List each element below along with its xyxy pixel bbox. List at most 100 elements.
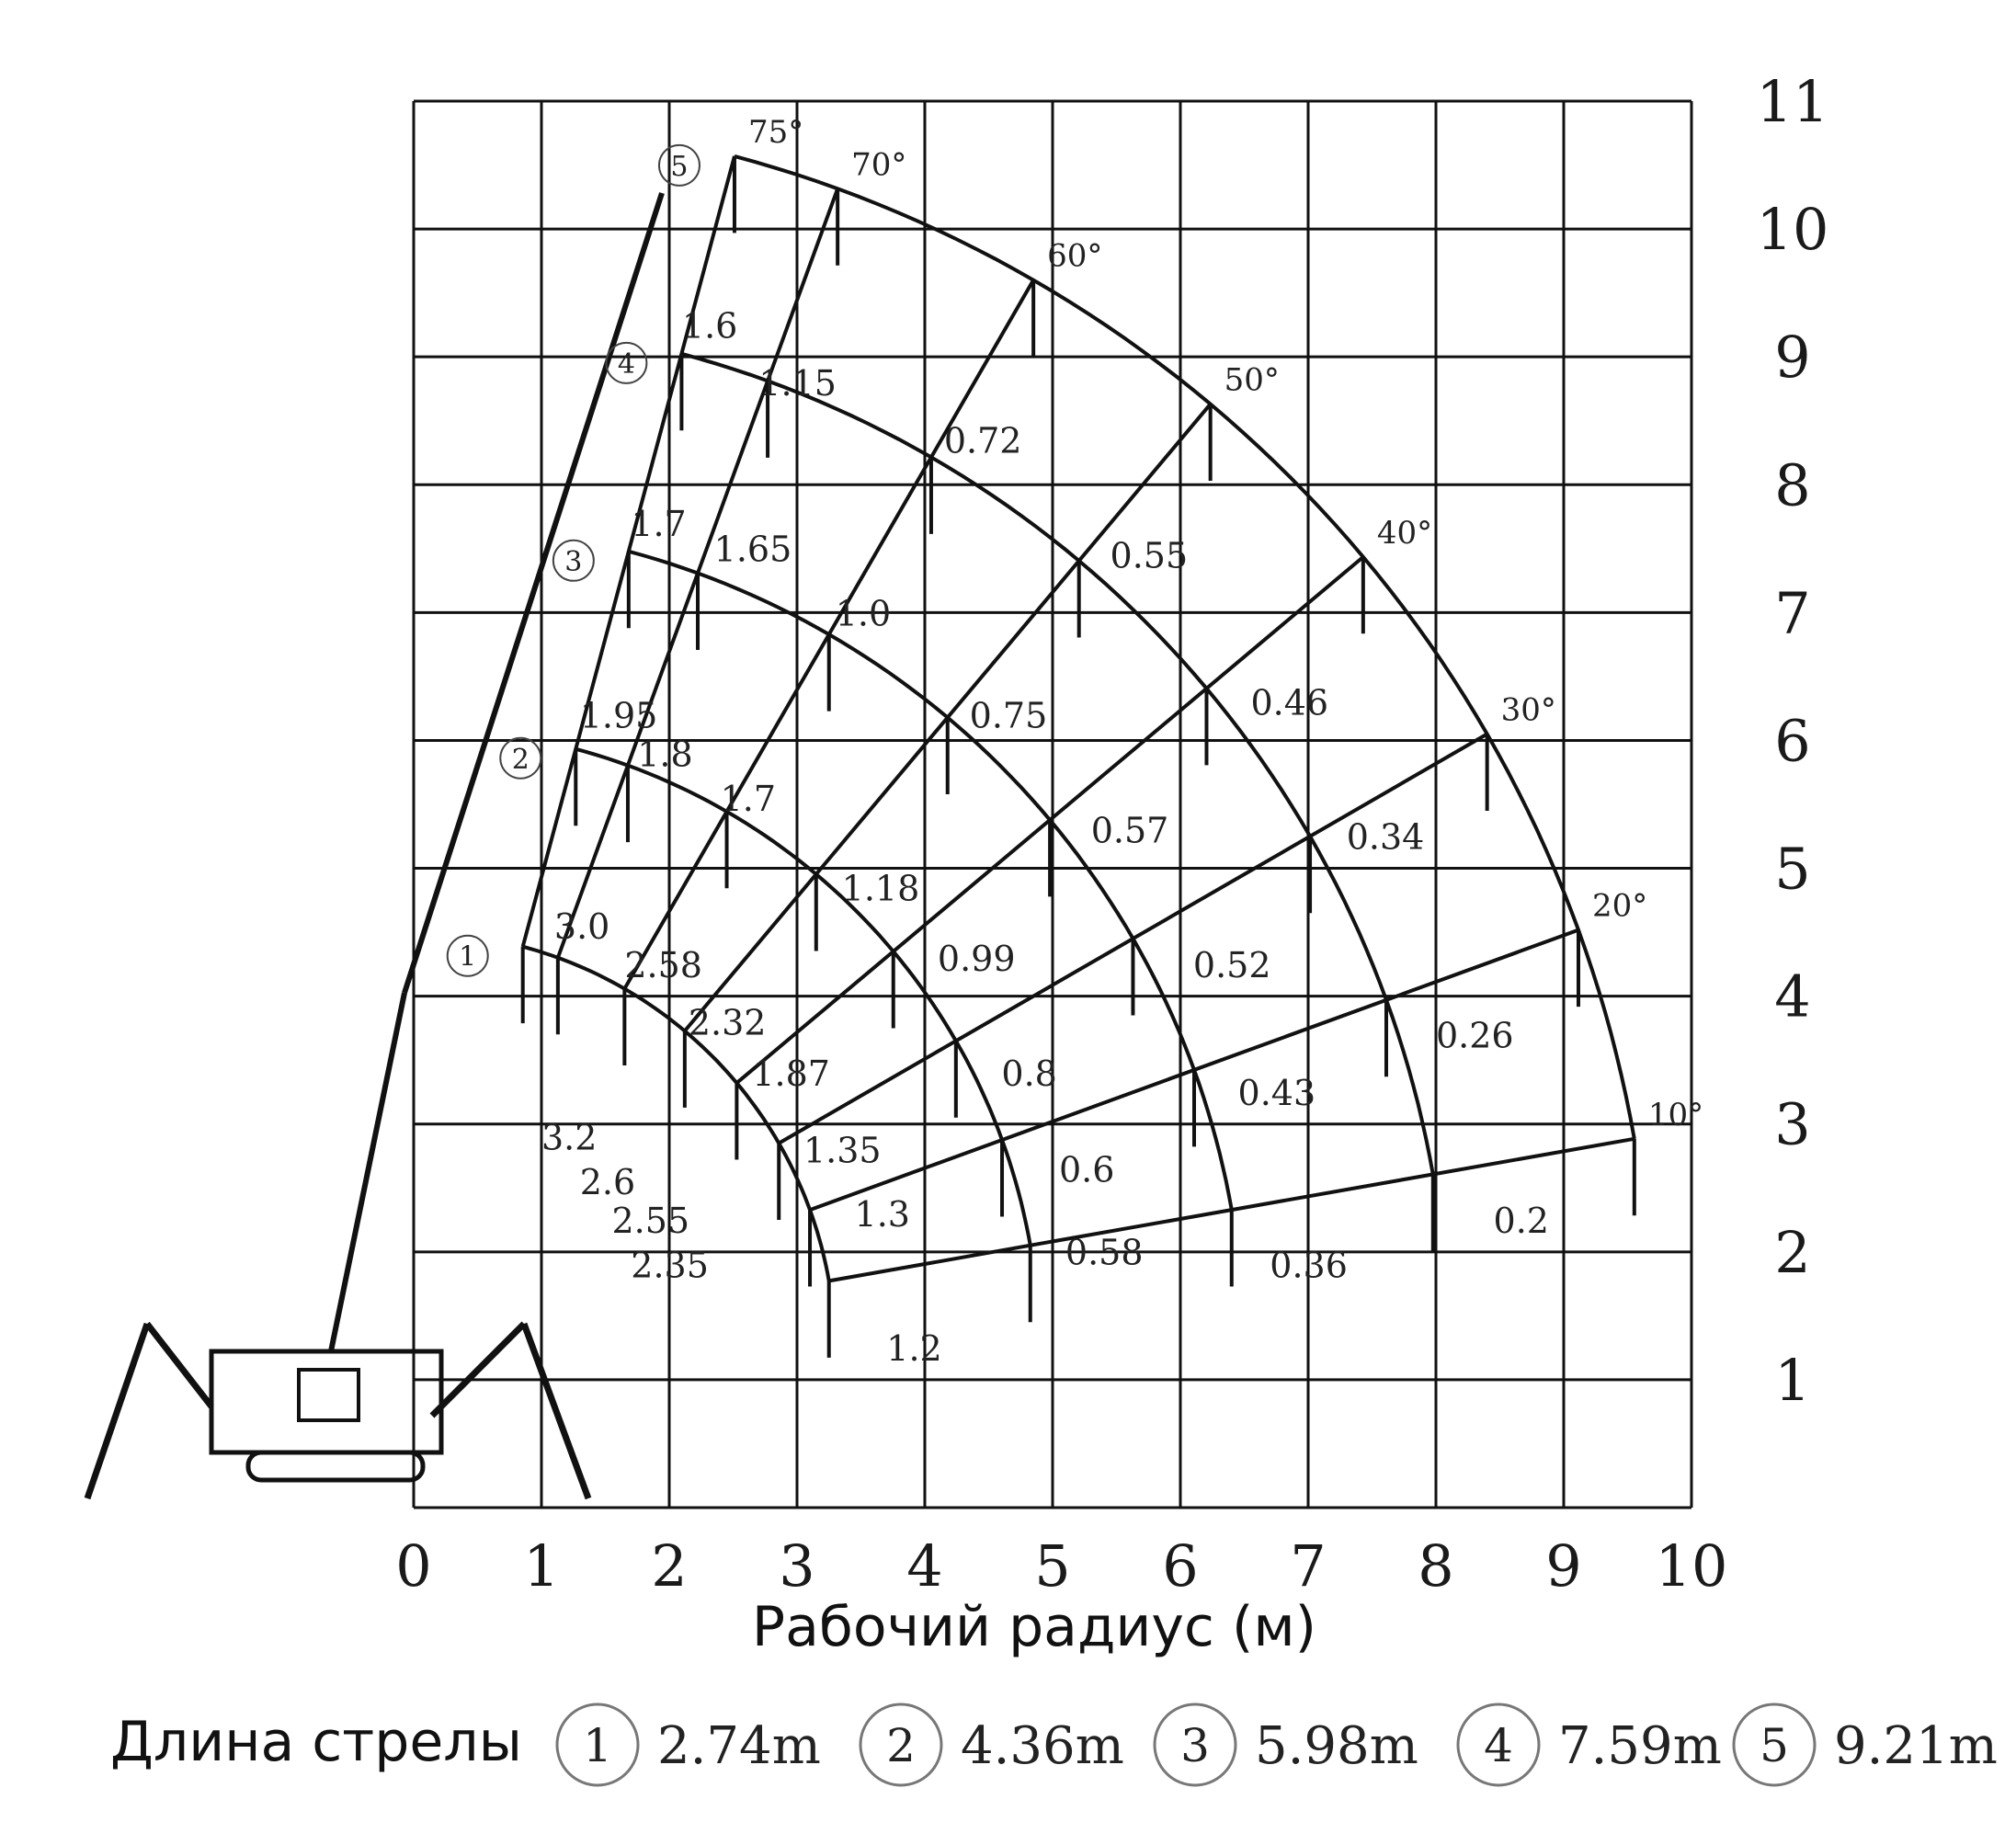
section-marker (657, 143, 700, 187)
x-axis-title: Рабочий радиус (м) (752, 1595, 1316, 1659)
angle-label: 70° (851, 146, 906, 183)
capacity-label: 2.58 (624, 945, 702, 985)
angle-label: 50° (1224, 362, 1280, 399)
crane-part (144, 1321, 214, 1409)
section-marker-label: 2 (512, 744, 530, 776)
reach-arc (522, 944, 831, 1281)
legend-marker-label: 1 (583, 1719, 612, 1772)
capacity-label: 1.6 (682, 305, 737, 346)
legend-title: Длина стрелы (110, 1710, 522, 1774)
capacity-label: 0.52 (1193, 945, 1271, 985)
y-tick-label: 2 (1774, 1219, 1810, 1286)
legend-marker-label: 4 (1484, 1719, 1513, 1772)
legend: Длина стрелы 1 2.74m 2 4.36m 3 5.98m 4 7.59m 5 9.… (110, 1702, 1998, 1787)
capacity-label: 0.72 (944, 421, 1022, 461)
x-tick-label: 2 (651, 1532, 687, 1600)
angle-line (828, 1136, 1635, 1283)
angle-line (520, 155, 736, 948)
legend-marker-label: 5 (1760, 1719, 1789, 1772)
angle-label: 40° (1377, 515, 1432, 552)
capacity-label: 1.35 (803, 1130, 882, 1170)
x-tick-label: 8 (1418, 1532, 1453, 1600)
angle-label: 20° (1592, 888, 1647, 925)
capacity-label: 2.32 (689, 1002, 767, 1042)
capacity-label: 2.35 (631, 1246, 709, 1286)
boom-angle-lines (520, 155, 1635, 1283)
section-marker-label: 3 (564, 546, 582, 578)
capacity-label: 3.0 (554, 906, 609, 947)
x-tick-label: 4 (906, 1532, 942, 1600)
y-tick-label: 4 (1774, 963, 1810, 1031)
reach-arc (680, 351, 1435, 1175)
reach-arc (575, 746, 1032, 1247)
x-tick-label: 3 (779, 1532, 814, 1600)
crane-cab (297, 1368, 360, 1422)
y-tick-label: 5 (1774, 836, 1810, 903)
capacity-label: 0.57 (1091, 811, 1169, 851)
angle-line (683, 403, 1213, 1032)
capacity-label: 0.34 (1347, 817, 1425, 858)
y-tick-label: 11 (1757, 68, 1829, 135)
capacity-label: 1.18 (842, 868, 920, 908)
legend-marker (1153, 1702, 1237, 1787)
y-tick-label: 9 (1774, 324, 1810, 391)
legend-marker (859, 1702, 943, 1787)
legend-marker-label: 2 (886, 1719, 916, 1772)
chart-grid (412, 99, 1693, 1509)
legend-value: 2.74m (657, 1716, 821, 1776)
x-tick-label: 6 (1162, 1532, 1198, 1600)
capacity-label: 0.55 (1111, 536, 1189, 576)
y-tick-label: 1 (1774, 1347, 1810, 1414)
crane-track (245, 1450, 426, 1483)
crane-part (84, 1322, 151, 1500)
y-tick-label: 10 (1757, 196, 1829, 263)
capacity-label: 0.75 (970, 696, 1048, 736)
spider-crane-icon (84, 192, 665, 1500)
x-tick-label: 9 (1545, 1532, 1581, 1600)
legend-marker-label: 3 (1180, 1719, 1210, 1772)
crane-body (209, 1349, 444, 1455)
chart-labels: 0 1 2 3 4 5 6 7 8 9 10 1 2 3 4 5 6 7 8 9 10 11 75° 70° 60° 50° 40°… (395, 68, 1828, 1600)
x-tick-label: 7 (1290, 1532, 1326, 1600)
capacity-label: 1.95 (580, 696, 658, 736)
section-marker-label: 1 (459, 941, 476, 974)
capacity-label: 0.58 (1065, 1233, 1144, 1273)
angle-label: 10° (1648, 1097, 1703, 1133)
legend-marker (555, 1702, 640, 1787)
capacity-label: 0.99 (938, 939, 1016, 979)
boom-reach-arcs (520, 154, 1636, 1358)
y-tick-label: 7 (1774, 579, 1810, 646)
crane-part (328, 992, 407, 1352)
angle-line (622, 279, 1035, 990)
reach-arc (734, 154, 1636, 1140)
reach-arc (628, 549, 1234, 1211)
angle-label: 30° (1501, 692, 1556, 729)
legend-items: 1 2.74m 2 4.36m 3 5.98m 4 7.59m 5 9.21m (555, 1702, 1998, 1787)
y-tick-label: 3 (1774, 1091, 1810, 1158)
section-marker-label: 4 (618, 348, 635, 381)
x-tick-label: 1 (523, 1532, 559, 1600)
capacity-label: 0.36 (1270, 1246, 1348, 1286)
capacity-label: 1.87 (752, 1053, 830, 1094)
crane-part (520, 1322, 592, 1500)
capacity-label: 1.65 (714, 530, 792, 570)
section-marker-label: 5 (670, 151, 688, 183)
x-tick-label: 0 (395, 1532, 431, 1600)
legend-value: 5.98m (1255, 1716, 1418, 1776)
capacity-label: 0.2 (1494, 1201, 1549, 1241)
section-marker (605, 341, 648, 384)
angle-line (735, 555, 1365, 1085)
legend-marker (1732, 1702, 1817, 1787)
section-marker (499, 736, 542, 780)
capacity-label: 0.46 (1250, 683, 1328, 723)
capacity-label: 0.43 (1238, 1073, 1316, 1113)
capacity-label: 0.6 (1059, 1149, 1114, 1190)
capacity-label: 1.2 (886, 1328, 941, 1369)
crane-part (429, 1321, 527, 1418)
crane-part (402, 192, 665, 994)
y-tick-label: 8 (1774, 451, 1810, 518)
angle-label: 60° (1047, 238, 1102, 275)
legend-value: 7.59m (1558, 1716, 1722, 1776)
angle-label: 75° (748, 114, 803, 151)
